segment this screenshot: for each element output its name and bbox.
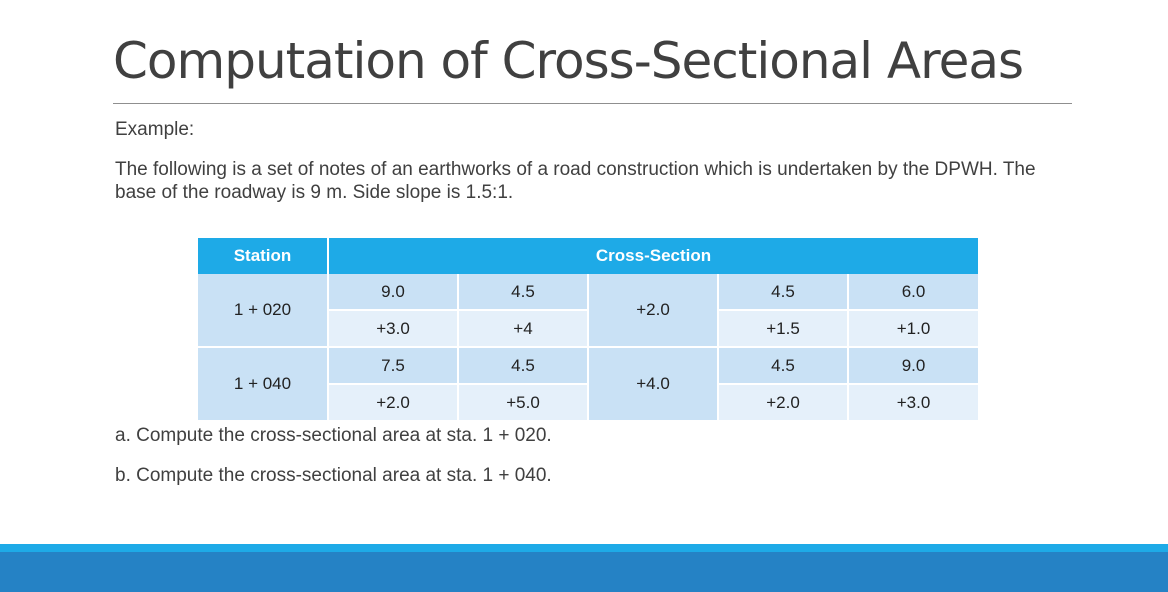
table-cell: +2.0 (328, 384, 459, 422)
table-cell: +3.0 (848, 384, 979, 422)
table-cell: +1.0 (848, 310, 979, 348)
table-cell: 6.0 (848, 274, 979, 311)
table-cell: +3.0 (328, 310, 459, 348)
example-label: Example: (115, 119, 195, 140)
table-row: 1 + 040 7.5 4.5 +4.0 4.5 9.0 (198, 347, 979, 422)
station-cell: 1 + 040 (198, 347, 329, 422)
table-row: +3.0 +4 +1.5 +1.0 (198, 310, 979, 348)
header-station: Station (198, 238, 329, 274)
question-a: a. Compute the cross-sectional area at s… (115, 425, 552, 446)
problem-statement: The following is a set of notes of an ea… (115, 159, 1036, 203)
cross-section-table: Station Cross-Section 1 + 020 9.0 4.5 +2… (198, 238, 979, 422)
table-cell: +2.0 (718, 384, 849, 422)
table-cell: +4 (458, 310, 589, 348)
header-cross-section: Cross-Section (328, 238, 979, 274)
question-b: b. Compute the cross-sectional area at s… (115, 465, 552, 486)
center-cell: +4.0 (588, 347, 719, 422)
table-header-row: Station Cross-Section (198, 238, 979, 274)
table-cell: 7.5 (328, 347, 459, 385)
table-row: +2.0 +5.0 +2.0 +3.0 (198, 384, 979, 422)
table-cell: 9.0 (328, 274, 459, 311)
table-cell: +1.5 (718, 310, 849, 348)
station-cell: 1 + 020 (198, 274, 329, 348)
title-divider (113, 103, 1072, 104)
table-cell: 9.0 (848, 347, 979, 385)
footer-accent-bar (0, 544, 1168, 552)
table-cell: +5.0 (458, 384, 589, 422)
table-cell: 4.5 (458, 274, 589, 311)
table-cell: 4.5 (718, 347, 849, 385)
table-cell: 4.5 (458, 347, 589, 385)
center-cell: +2.0 (588, 274, 719, 348)
footer-bar (0, 552, 1168, 592)
table-cell: 4.5 (718, 274, 849, 311)
table-row: 1 + 020 9.0 4.5 +2.0 4.5 6.0 (198, 274, 979, 348)
slide-title: Computation of Cross-Sectional Areas (113, 32, 1024, 90)
